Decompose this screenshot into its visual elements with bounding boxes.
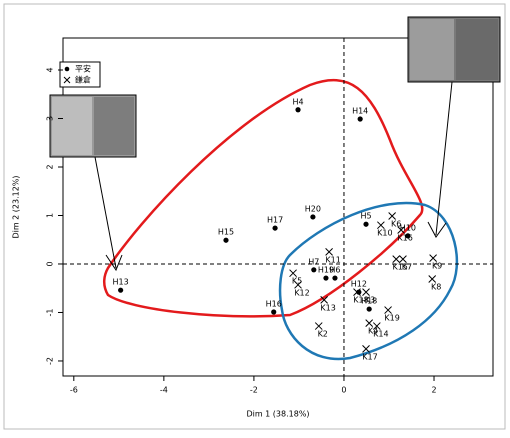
- point-label: H16: [266, 299, 282, 308]
- point-label: K8: [431, 283, 441, 292]
- y-tick-label: -2: [46, 357, 55, 365]
- page: Dim 1 (38.18%) Dim 2 (23.12%) -6 -4 -2 0 2 -2…: [0, 0, 510, 438]
- point: [271, 309, 276, 314]
- point-label: K14: [373, 330, 388, 339]
- point-label: K16: [397, 234, 412, 243]
- y-tick-label: 1: [46, 213, 55, 218]
- point: [332, 275, 337, 280]
- point-label: K17: [362, 352, 377, 361]
- photo-profile: [94, 97, 134, 155]
- point-label: H20: [305, 204, 321, 213]
- point: [367, 306, 372, 311]
- point: [272, 225, 277, 230]
- x-tick-label: -2: [250, 386, 258, 395]
- y-tick-label: 3: [46, 116, 55, 121]
- y-tick-label: 0: [46, 261, 55, 266]
- point-label: K9: [432, 262, 442, 271]
- photo-face: [52, 97, 92, 155]
- point: [295, 107, 300, 112]
- point-label: H17: [267, 216, 283, 225]
- y-tick-label: 2: [46, 164, 55, 169]
- x-axis-label: Dim 1 (38.18%): [246, 410, 309, 419]
- point: [363, 222, 368, 227]
- point-label: H15: [218, 228, 234, 237]
- point: [323, 275, 328, 280]
- point-label: K10: [377, 229, 392, 238]
- point-label: K13: [320, 303, 335, 312]
- legend-label: 平安: [75, 64, 91, 74]
- photo-profile: [456, 19, 498, 80]
- point-label: H12: [351, 280, 367, 289]
- point-label: K6: [391, 219, 401, 228]
- legend-label: 鎌倉: [75, 75, 91, 85]
- x-tick-label: -6: [70, 386, 78, 395]
- y-tick-label: 4: [46, 67, 55, 72]
- point-label: H14: [352, 106, 368, 115]
- x-tick-label: 2: [431, 386, 436, 395]
- point-label: H6: [329, 266, 340, 275]
- point-label: K7: [402, 263, 412, 272]
- point: [223, 238, 228, 243]
- y-tick-label: -1: [46, 308, 55, 316]
- point-label: K19: [384, 314, 399, 323]
- photo-face: [410, 19, 454, 80]
- point-label: H13: [113, 278, 129, 287]
- point: [358, 116, 363, 121]
- point: [310, 214, 315, 219]
- point: [118, 288, 123, 293]
- point-label: H4: [292, 97, 303, 106]
- point-label: H5: [360, 212, 371, 221]
- point: [311, 267, 316, 272]
- point-label: K11: [325, 255, 340, 264]
- x-tick-label: 0: [341, 386, 346, 395]
- point-label: K12: [294, 288, 309, 297]
- y-axis-label: Dim 2 (23.12%): [12, 175, 21, 238]
- legend-marker: [65, 67, 70, 72]
- point-label: K2: [318, 330, 328, 339]
- x-tick-label: -4: [160, 386, 168, 395]
- chart: Dim 1 (38.18%) Dim 2 (23.12%) -6 -4 -2 0 2 -2…: [0, 0, 510, 434]
- point-label: K3: [365, 296, 375, 305]
